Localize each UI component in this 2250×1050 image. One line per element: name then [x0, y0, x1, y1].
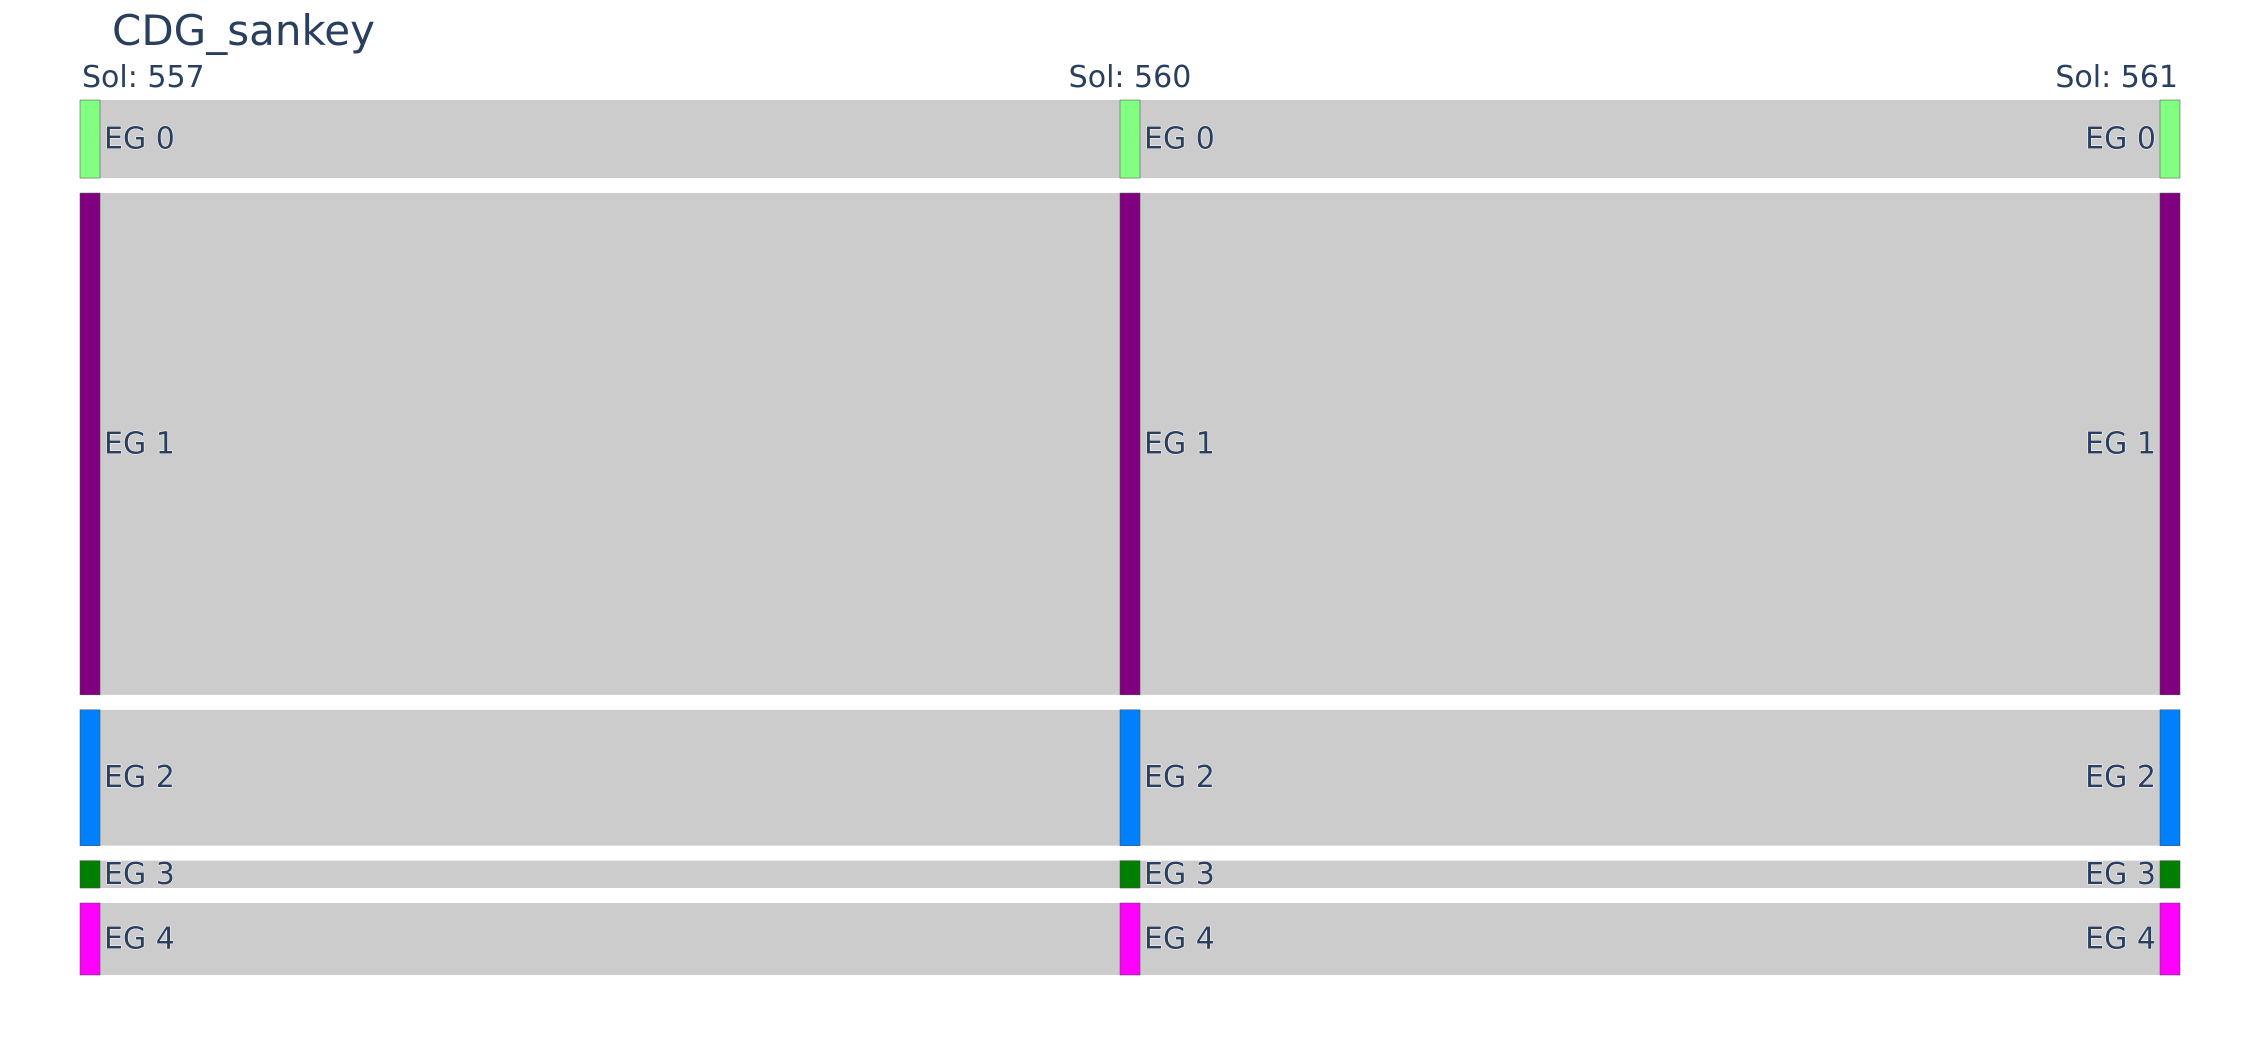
node-label: EG 0 [104, 122, 175, 157]
node-label: EG 1 [1144, 426, 1215, 461]
link-eg-4-1-2[interactable] [1140, 903, 2160, 975]
node-label: EG 2 [1144, 760, 1215, 795]
link-eg-2-1-2[interactable] [1140, 709, 2160, 846]
chart-title: CDG_sankey [112, 6, 375, 55]
node-eg-3-col2[interactable] [2159, 860, 2181, 889]
node-label: EG 1 [104, 426, 175, 461]
node-eg-3-col0[interactable] [79, 860, 101, 889]
links-layer [100, 100, 2160, 975]
column-header: Sol: 561 [2055, 60, 2178, 95]
node-label: EG 1 [2085, 426, 2156, 461]
column-header: Sol: 557 [82, 60, 205, 95]
node-eg-0-col1[interactable] [1119, 99, 1141, 179]
node-eg-2-col1[interactable] [1119, 709, 1141, 846]
node-label: EG 0 [2085, 122, 2156, 157]
node-label: EG 3 [2085, 857, 2156, 892]
node-eg-0-col0[interactable] [79, 99, 101, 179]
link-eg-3-0-1[interactable] [100, 860, 1120, 889]
node-eg-2-col0[interactable] [79, 709, 101, 846]
node-eg-1-col1[interactable] [1119, 192, 1141, 696]
column-headers: Sol: 557 Sol: 560 Sol: 561 [82, 60, 2178, 95]
node-label: EG 2 [104, 760, 175, 795]
labels-layer: EG 0 EG 1 EG 2 EG 3 EG 4 EG 0 EG 1 EG 2 EG 3 EG 4… [104, 121, 2157, 957]
link-eg-1-0-1[interactable] [100, 193, 1120, 695]
node-label: EG 4 [2085, 922, 2156, 957]
node-eg-4-col1[interactable] [1119, 902, 1141, 976]
link-eg-4-0-1[interactable] [100, 903, 1120, 975]
node-label: EG 3 [104, 857, 175, 892]
node-eg-1-col0[interactable] [79, 192, 101, 696]
link-eg-2-0-1[interactable] [100, 709, 1120, 846]
node-eg-1-col2[interactable] [2159, 192, 2181, 696]
nodes-layer [79, 99, 2181, 976]
node-eg-4-col0[interactable] [79, 902, 101, 976]
node-label: EG 0 [1144, 122, 1215, 157]
link-eg-1-1-2[interactable] [1140, 193, 2160, 695]
node-label: EG 3 [1144, 857, 1215, 892]
link-eg-0-0-1[interactable] [100, 100, 1120, 179]
node-eg-4-col2[interactable] [2159, 902, 2181, 976]
node-eg-3-col1[interactable] [1119, 860, 1141, 889]
node-label: EG 2 [2085, 760, 2156, 795]
node-label: EG 4 [1144, 922, 1215, 957]
node-eg-2-col2[interactable] [2159, 709, 2181, 846]
column-header: Sol: 560 [1069, 60, 1192, 95]
link-eg-3-1-2[interactable] [1140, 860, 2160, 889]
node-label: EG 4 [104, 922, 175, 957]
node-eg-0-col2[interactable] [2159, 99, 2181, 179]
link-eg-0-1-2[interactable] [1140, 100, 2160, 179]
